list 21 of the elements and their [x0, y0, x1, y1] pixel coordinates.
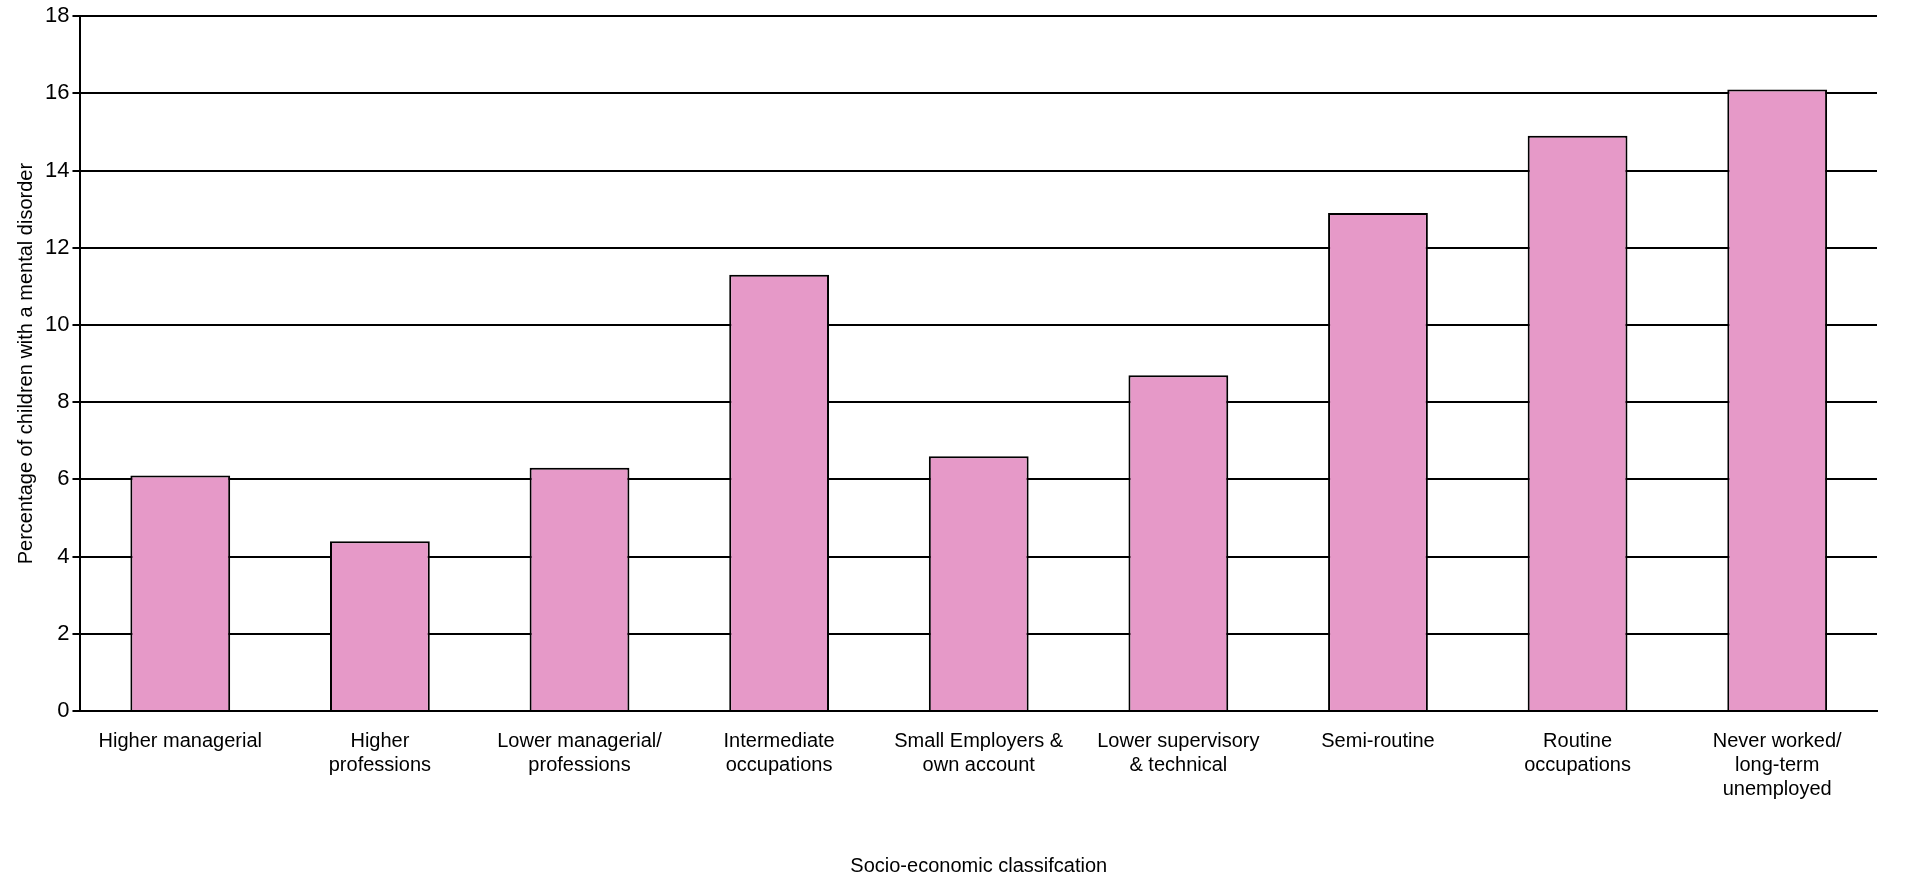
y-tick-label: 12 — [44, 233, 70, 259]
x-tick-label: Lower supervisory & technical — [1097, 728, 1260, 775]
y-tick-label: 8 — [57, 388, 70, 414]
y-tick-label: 4 — [57, 542, 70, 568]
y-tick-label: 0 — [57, 697, 70, 723]
x-tick-label: Intermediate occupations — [723, 728, 835, 775]
y-axis-title: Percentage of children with a mental disorder — [13, 162, 36, 565]
x-tick-label: Routine occupations — [1524, 728, 1631, 775]
y-tick-label: 14 — [44, 156, 70, 182]
x-tick-label: Never worked/ long-term unemployed — [1712, 728, 1843, 799]
x-tick-label: Lower managerial/ professions — [497, 728, 663, 775]
y-tick-label: 18 — [44, 2, 70, 28]
x-tick-label: Higher professions — [328, 728, 432, 775]
x-tick-label: Small Employers & own account — [894, 728, 1064, 775]
x-tick-label: Higher managerial — [98, 728, 262, 751]
y-tick-label: 16 — [44, 79, 70, 105]
x-axis-title: Socio-economic classifcation — [850, 853, 1108, 876]
y-tick-label: 2 — [57, 619, 70, 645]
y-tick-label: 10 — [44, 311, 70, 337]
y-tick-label: 6 — [57, 465, 70, 491]
x-tick-label: Semi-routine — [1321, 728, 1435, 751]
